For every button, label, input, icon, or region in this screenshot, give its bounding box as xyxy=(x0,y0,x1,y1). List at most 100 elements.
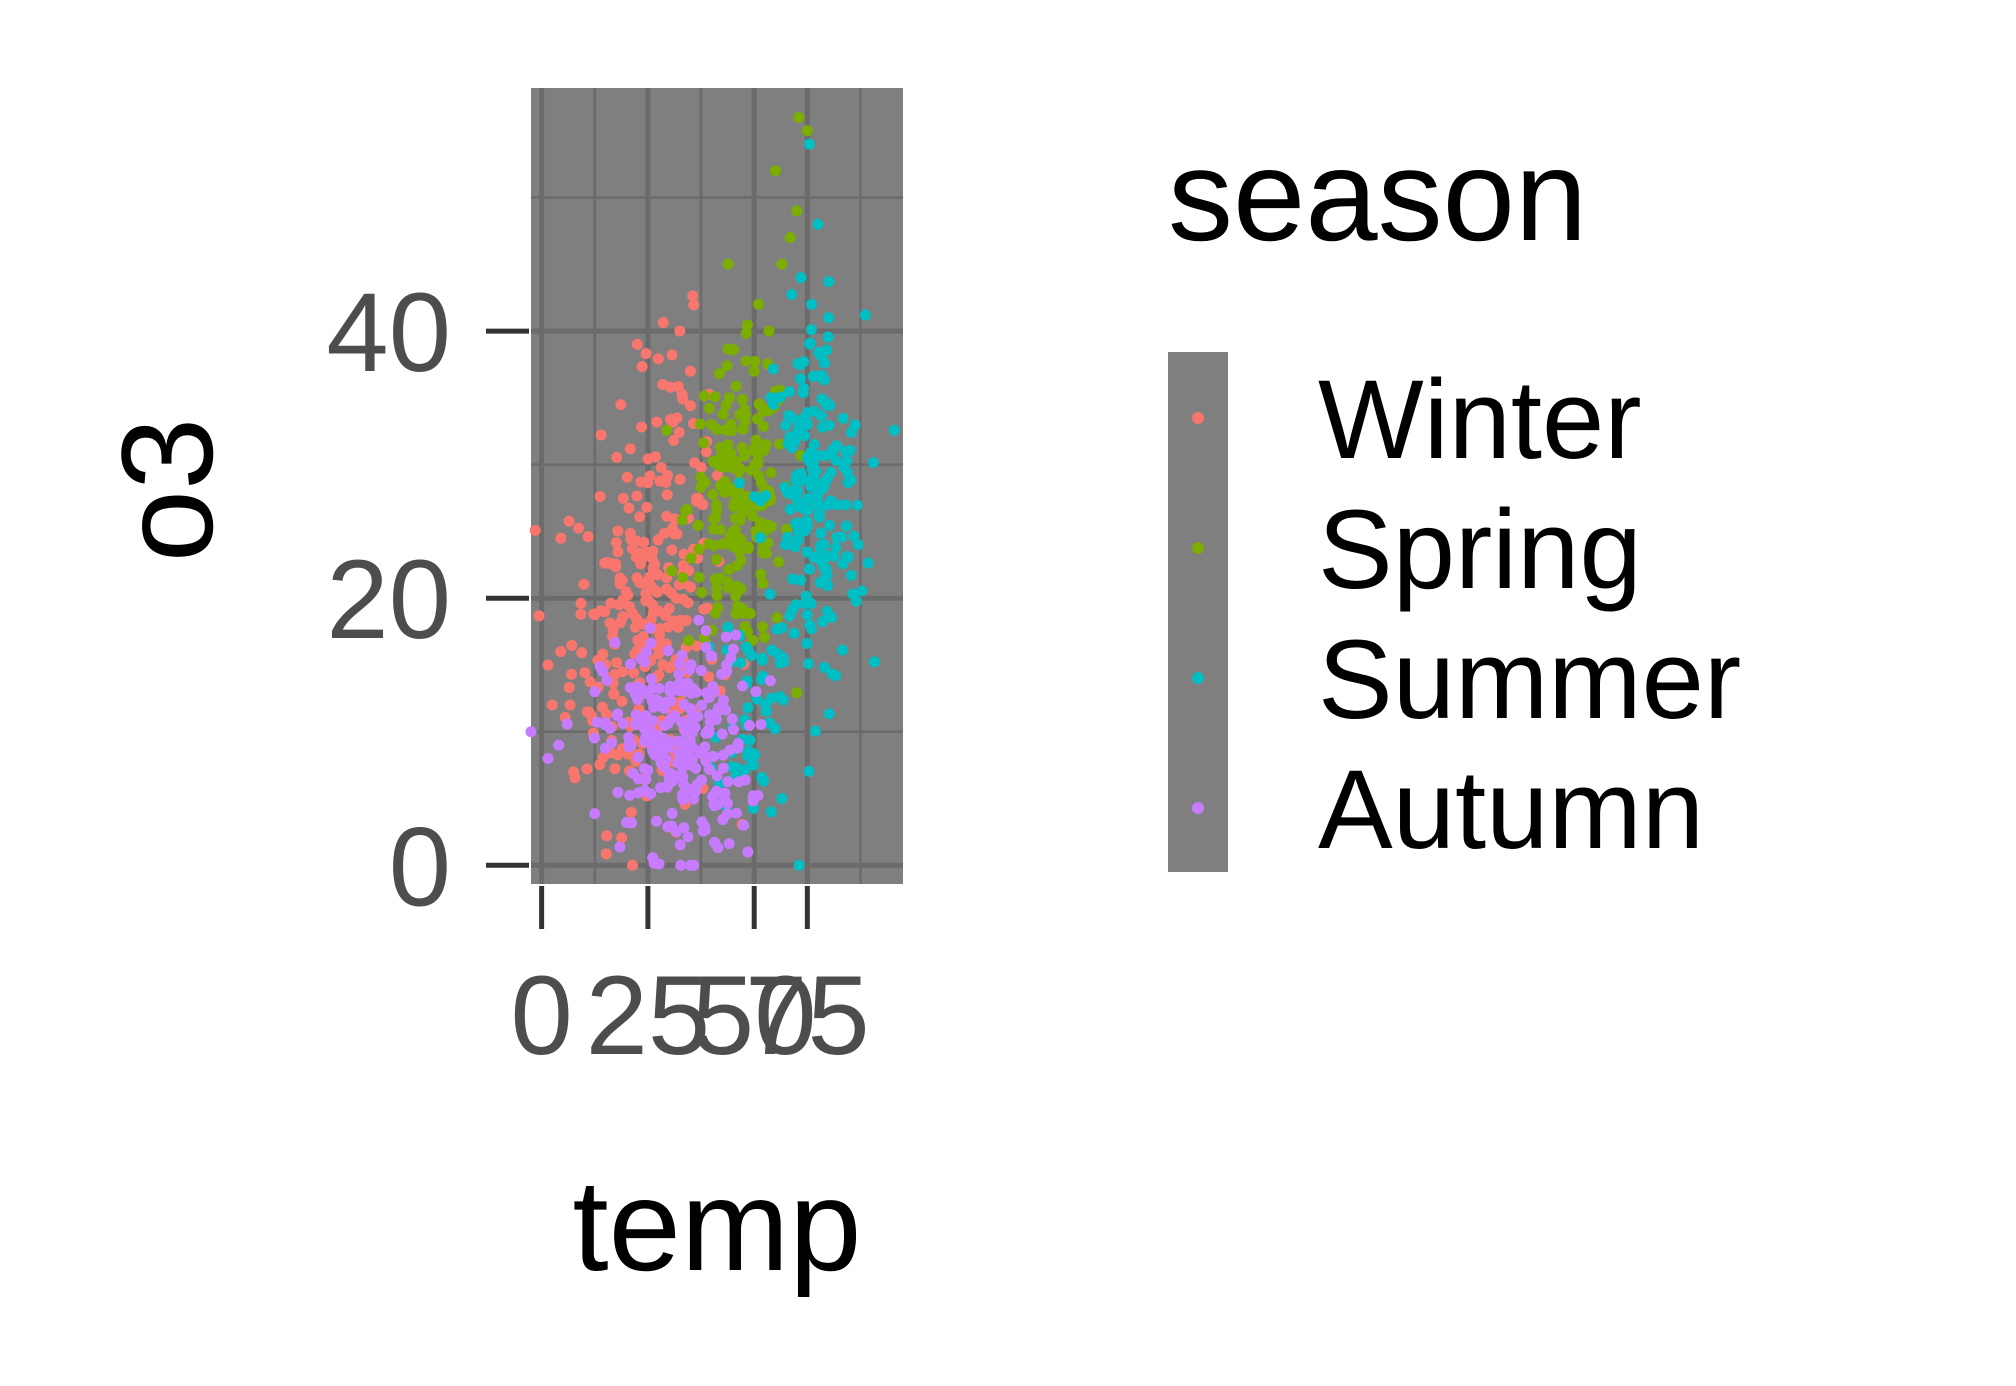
point-summer xyxy=(782,531,794,543)
point-spring xyxy=(711,458,723,470)
point-spring xyxy=(750,434,762,446)
point-autumn xyxy=(706,751,718,763)
point-summer xyxy=(823,708,835,720)
point-autumn xyxy=(747,795,759,807)
point-spring xyxy=(753,398,765,410)
point-summer xyxy=(766,644,778,656)
point-autumn xyxy=(591,716,603,728)
point-autumn xyxy=(764,675,776,687)
point-winter xyxy=(628,667,640,679)
point-summer xyxy=(847,588,859,600)
point-summer xyxy=(803,765,815,777)
point-autumn xyxy=(669,710,681,722)
point-spring xyxy=(737,506,749,518)
point-autumn xyxy=(730,629,742,641)
point-spring xyxy=(755,477,767,489)
point-winter xyxy=(674,474,686,486)
point-autumn xyxy=(648,749,660,761)
point-autumn xyxy=(561,718,573,730)
point-autumn xyxy=(720,704,732,716)
point-summer xyxy=(780,419,792,431)
point-summer xyxy=(767,398,779,410)
point-summer xyxy=(837,412,849,424)
point-autumn xyxy=(738,819,750,831)
point-spring xyxy=(781,523,793,535)
point-summer xyxy=(842,551,854,563)
point-summer xyxy=(756,772,768,784)
point-autumn xyxy=(703,692,715,704)
point-winter xyxy=(651,586,663,598)
point-autumn xyxy=(623,731,635,743)
point-winter xyxy=(612,525,624,537)
point-spring xyxy=(661,424,673,436)
point-autumn xyxy=(665,768,677,780)
point-autumn xyxy=(743,719,755,731)
point-autumn xyxy=(708,798,720,810)
point-summer xyxy=(744,734,756,746)
point-summer xyxy=(793,859,805,871)
point-autumn xyxy=(639,784,651,796)
point-winter xyxy=(581,763,593,775)
point-winter xyxy=(620,586,632,598)
point-summer xyxy=(793,426,805,438)
point-spring xyxy=(752,298,764,310)
point-winter xyxy=(612,749,624,761)
point-winter xyxy=(703,671,715,683)
point-autumn xyxy=(624,789,636,801)
point-winter xyxy=(673,426,685,438)
point-summer xyxy=(811,477,823,489)
point-spring xyxy=(693,571,705,583)
legend-key-background xyxy=(1168,352,1228,872)
point-winter xyxy=(634,511,646,523)
point-winter xyxy=(663,602,675,614)
point-autumn xyxy=(683,664,695,676)
point-autumn xyxy=(711,770,723,782)
point-autumn xyxy=(614,841,626,853)
point-summer xyxy=(779,481,791,493)
point-winter xyxy=(637,631,649,643)
point-spring xyxy=(683,635,695,647)
point-winter xyxy=(698,603,710,615)
point-spring xyxy=(747,510,759,522)
point-autumn xyxy=(589,808,601,820)
point-winter xyxy=(682,597,694,609)
point-autumn xyxy=(627,768,639,780)
point-autumn xyxy=(625,658,637,670)
point-winter xyxy=(663,662,675,674)
point-autumn xyxy=(638,715,650,727)
point-winter xyxy=(555,646,567,658)
point-autumn xyxy=(612,786,624,798)
point-winter xyxy=(616,695,628,707)
point-spring xyxy=(676,514,688,526)
point-autumn xyxy=(690,762,702,774)
point-spring xyxy=(722,582,734,594)
point-spring xyxy=(749,355,761,367)
point-winter xyxy=(654,475,666,487)
point-summer xyxy=(824,519,836,531)
point-summer xyxy=(738,764,750,776)
point-summer xyxy=(777,694,789,706)
point-spring xyxy=(720,399,732,411)
point-autumn xyxy=(724,744,736,756)
point-spring xyxy=(718,486,730,498)
point-autumn xyxy=(588,732,600,744)
point-spring xyxy=(759,631,771,643)
point-summer xyxy=(763,717,775,729)
point-spring xyxy=(757,420,769,432)
point-summer xyxy=(851,499,863,511)
point-summer xyxy=(828,550,840,562)
point-spring xyxy=(706,419,718,431)
point-spring xyxy=(763,325,775,337)
point-summer xyxy=(801,407,813,419)
point-summer xyxy=(754,532,766,544)
point-summer xyxy=(800,590,812,602)
point-autumn xyxy=(711,785,723,797)
point-spring xyxy=(715,572,727,584)
point-summer xyxy=(801,493,813,505)
point-winter xyxy=(688,299,700,311)
point-winter xyxy=(601,830,613,842)
point-autumn xyxy=(709,836,721,848)
point-summer xyxy=(792,525,804,537)
point-autumn xyxy=(697,825,709,837)
